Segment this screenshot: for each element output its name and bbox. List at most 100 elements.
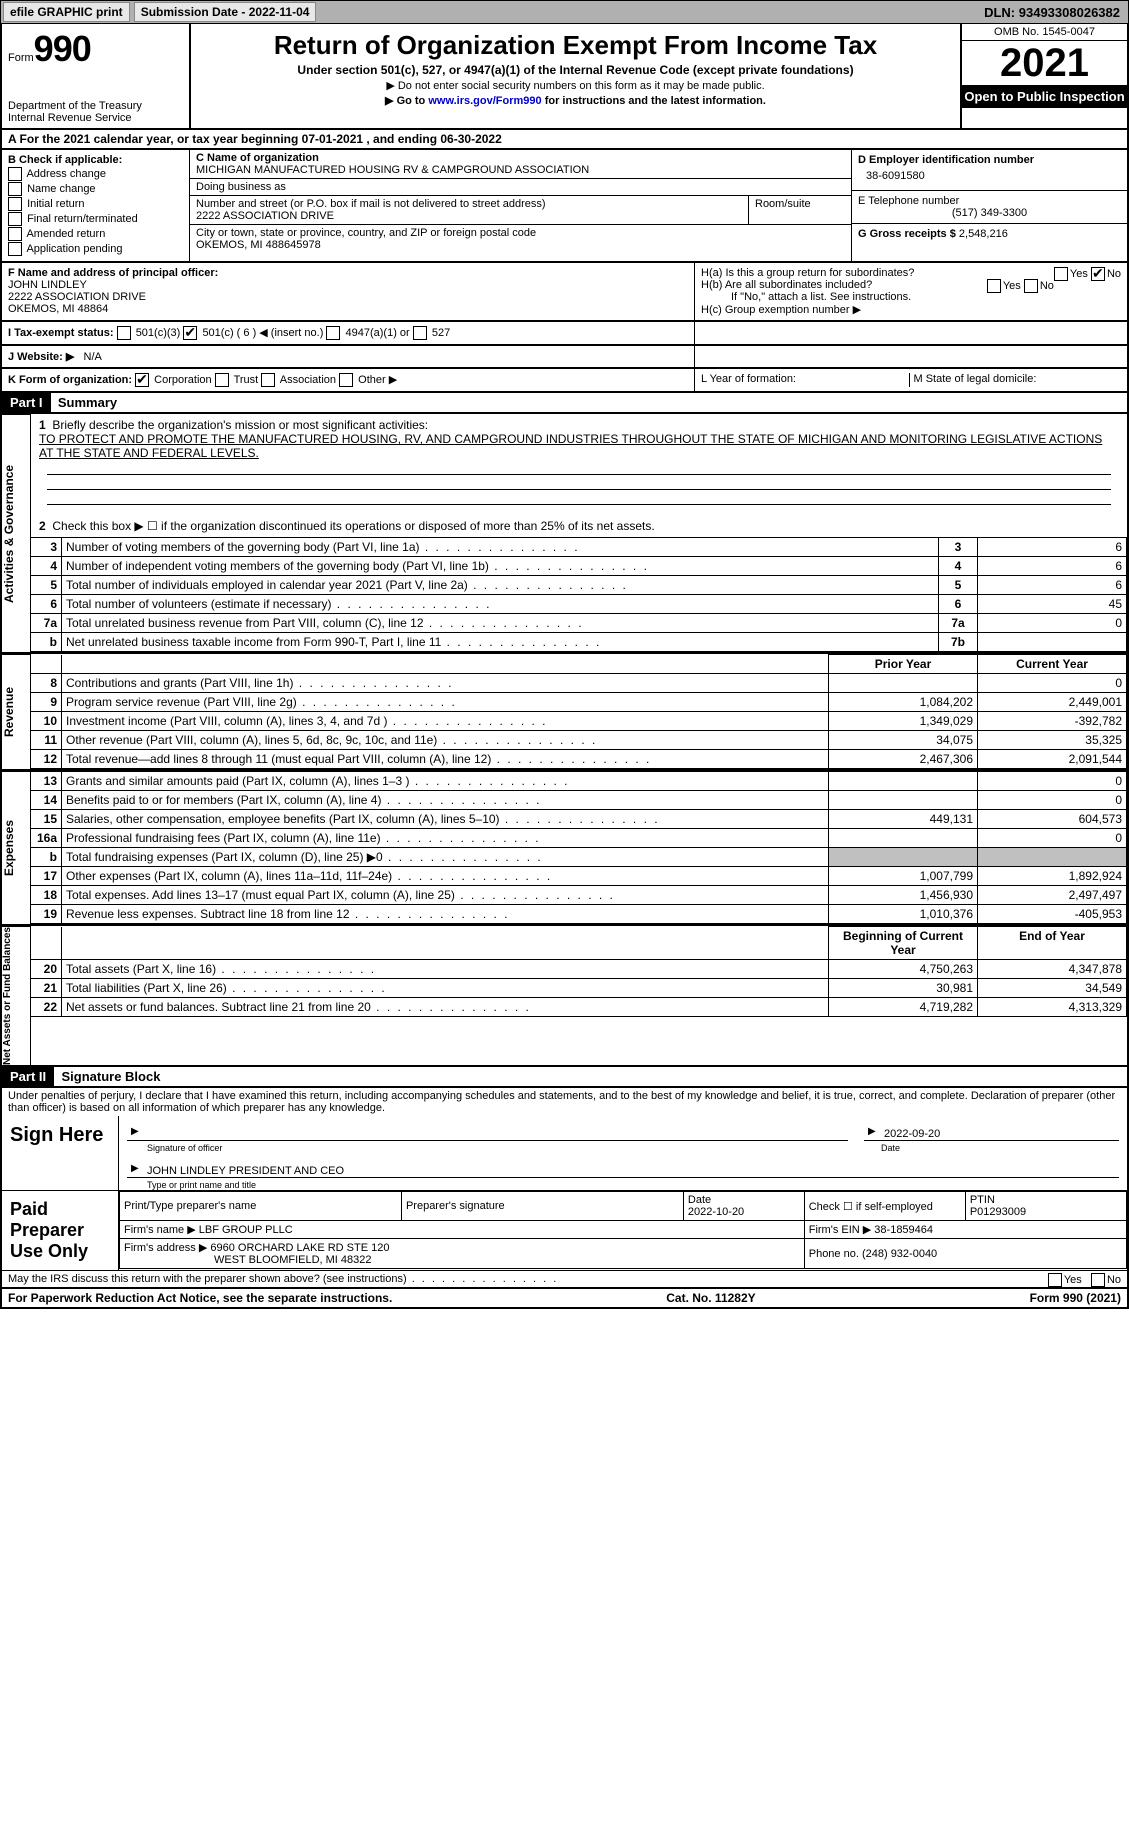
- submission-date-btn[interactable]: Submission Date - 2022-11-04: [134, 2, 317, 22]
- expenses-table: 13Grants and similar amounts paid (Part …: [31, 771, 1127, 924]
- netassets-table: Beginning of Current YearEnd of Year20To…: [31, 926, 1127, 1017]
- city-value: OKEMOS, MI 488645978: [196, 239, 845, 251]
- top-toolbar: efile GRAPHIC print Submission Date - 20…: [0, 0, 1129, 24]
- gross-label: G Gross receipts $: [858, 228, 959, 240]
- checkbox-amended[interactable]: [8, 227, 22, 241]
- side-netassets: Net Assets or Fund Balances: [2, 926, 31, 1065]
- ha-no[interactable]: [1091, 267, 1105, 281]
- ssn-notice: ▶ Do not enter social security numbers o…: [199, 79, 952, 92]
- preparer-table: Print/Type preparer's name Preparer's si…: [119, 1191, 1127, 1269]
- part1-bar: Part I: [2, 393, 51, 412]
- discuss-yes[interactable]: [1048, 1273, 1062, 1287]
- firm-addr1: 6960 ORCHARD LAKE RD STE 120: [210, 1242, 389, 1254]
- prep-self-check[interactable]: Check ☐ if self-employed: [804, 1192, 965, 1221]
- part1-title: Summary: [54, 395, 117, 410]
- form-org-row: K Form of organization: Corporation Trus…: [0, 369, 1129, 393]
- form-number: 990: [34, 28, 91, 69]
- side-expenses: Expenses: [2, 771, 31, 924]
- city-label: City or town, state or province, country…: [196, 227, 845, 239]
- form-header: Form990 Department of the Treasury Inter…: [0, 24, 1129, 130]
- footer-mid: Cat. No. 11282Y: [666, 1291, 755, 1305]
- ha-label: H(a) Is this a group return for subordin…: [701, 267, 914, 279]
- form-word: Form: [8, 52, 34, 64]
- box-b: B Check if applicable: Address change Na…: [2, 150, 190, 261]
- box-b-title: B Check if applicable:: [8, 154, 122, 166]
- checkbox-address-change[interactable]: [8, 167, 22, 181]
- officer-name: JOHN LINDLEY: [8, 279, 87, 291]
- tax-year: 2021: [962, 41, 1127, 85]
- firm-name: LBF GROUP PLLC: [199, 1224, 293, 1236]
- tax-period-line: A For the 2021 calendar year, or tax yea…: [0, 130, 1129, 150]
- footer-right: Form 990 (2021): [1030, 1291, 1121, 1305]
- irs-label: Internal Revenue Service: [8, 112, 183, 124]
- gross-value: 2,548,216: [959, 228, 1008, 240]
- irs-link[interactable]: www.irs.gov/Form990: [428, 95, 541, 107]
- org-name: MICHIGAN MANUFACTURED HOUSING RV & CAMPG…: [196, 164, 845, 176]
- efile-badge: efile GRAPHIC print: [3, 2, 130, 22]
- expenses-section: Expenses 13Grants and similar amounts pa…: [0, 771, 1129, 926]
- part2-title: Signature Block: [57, 1069, 160, 1084]
- part2-bar: Part II: [2, 1067, 54, 1086]
- signature-block: Under penalties of perjury, I declare th…: [0, 1088, 1129, 1289]
- officer-addr2: OKEMOS, MI 48864: [8, 303, 108, 315]
- side-activities: Activities & Governance: [2, 414, 31, 652]
- box-c: C Name of organization MICHIGAN MANUFACT…: [190, 150, 851, 261]
- firm-addr2: WEST BLOOMFIELD, MI 48322: [124, 1254, 372, 1266]
- website-label: J Website: ▶: [8, 351, 74, 363]
- suite-label: Room/suite: [749, 196, 851, 225]
- line2-text: Check this box ▶ ☐ if the organization d…: [52, 519, 654, 533]
- officer-row: F Name and address of principal officer:…: [0, 263, 1129, 322]
- netassets-section: Net Assets or Fund Balances Beginning of…: [0, 926, 1129, 1067]
- checkbox-initial-return[interactable]: [8, 197, 22, 211]
- cb-trust[interactable]: [215, 373, 229, 387]
- revenue-section: Revenue Prior YearCurrent Year8Contribut…: [0, 654, 1129, 771]
- goto-link-row: ▶ Go to www.irs.gov/Form990 for instruct…: [199, 94, 952, 107]
- mission-label: Briefly describe the organization's miss…: [52, 418, 428, 432]
- open-inspection: Open to Public Inspection: [962, 85, 1127, 108]
- dept-label: Department of the Treasury: [8, 100, 183, 112]
- hb-yes[interactable]: [987, 279, 1001, 293]
- exempt-status-row: I Tax-exempt status: 501(c)(3) 501(c) ( …: [0, 322, 1129, 346]
- discuss-label: May the IRS discuss this return with the…: [8, 1273, 558, 1285]
- box-d: D Employer identification number 38-6091…: [851, 150, 1127, 261]
- firm-phone: (248) 932-0040: [862, 1248, 937, 1260]
- dba-label: Doing business as: [196, 181, 845, 193]
- form-title: Return of Organization Exempt From Incom…: [199, 30, 952, 61]
- cb-527[interactable]: [413, 326, 427, 340]
- officer-addr1: 2222 ASSOCIATION DRIVE: [8, 291, 146, 303]
- officer-sig-line[interactable]: [127, 1118, 848, 1141]
- ein-value: 38-6091580: [858, 166, 1121, 186]
- checkbox-final-return[interactable]: [8, 212, 22, 226]
- cb-501c[interactable]: [183, 326, 197, 340]
- street-value: 2222 ASSOCIATION DRIVE: [196, 210, 742, 222]
- phone-value: (517) 349-3300: [858, 207, 1121, 219]
- year-formation-label: L Year of formation:: [701, 373, 909, 387]
- street-label: Number and street (or P.O. box if mail i…: [196, 198, 742, 210]
- checkbox-name-change[interactable]: [8, 182, 22, 196]
- activities-table: 3Number of voting members of the governi…: [31, 537, 1127, 652]
- revenue-table: Prior YearCurrent Year8Contributions and…: [31, 654, 1127, 769]
- ha-yes[interactable]: [1054, 267, 1068, 281]
- cb-other[interactable]: [339, 373, 353, 387]
- phone-label: E Telephone number: [858, 195, 1121, 207]
- website-value: N/A: [84, 351, 102, 363]
- exempt-label: I Tax-exempt status:: [8, 327, 114, 339]
- hb-label: H(b) Are all subordinates included?: [701, 279, 872, 291]
- sig-date: 2022-09-20: [864, 1118, 1119, 1141]
- side-revenue: Revenue: [2, 654, 31, 769]
- discuss-no[interactable]: [1091, 1273, 1105, 1287]
- cb-assoc[interactable]: [261, 373, 275, 387]
- cb-501c3[interactable]: [117, 326, 131, 340]
- dln-label: DLN: 93493308026382: [984, 5, 1128, 20]
- cb-corp[interactable]: [135, 373, 149, 387]
- declaration-text: Under penalties of perjury, I declare th…: [2, 1088, 1127, 1116]
- prep-date: 2022-10-20: [688, 1206, 744, 1218]
- cb-4947[interactable]: [326, 326, 340, 340]
- checkbox-app-pending[interactable]: [8, 242, 22, 256]
- form-subtitle: Under section 501(c), 527, or 4947(a)(1)…: [199, 63, 952, 77]
- page-footer: For Paperwork Reduction Act Notice, see …: [0, 1289, 1129, 1309]
- org-name-label: C Name of organization: [196, 152, 319, 164]
- ein-label: D Employer identification number: [858, 154, 1034, 166]
- hb-no[interactable]: [1024, 279, 1038, 293]
- formorg-label: K Form of organization:: [8, 374, 132, 386]
